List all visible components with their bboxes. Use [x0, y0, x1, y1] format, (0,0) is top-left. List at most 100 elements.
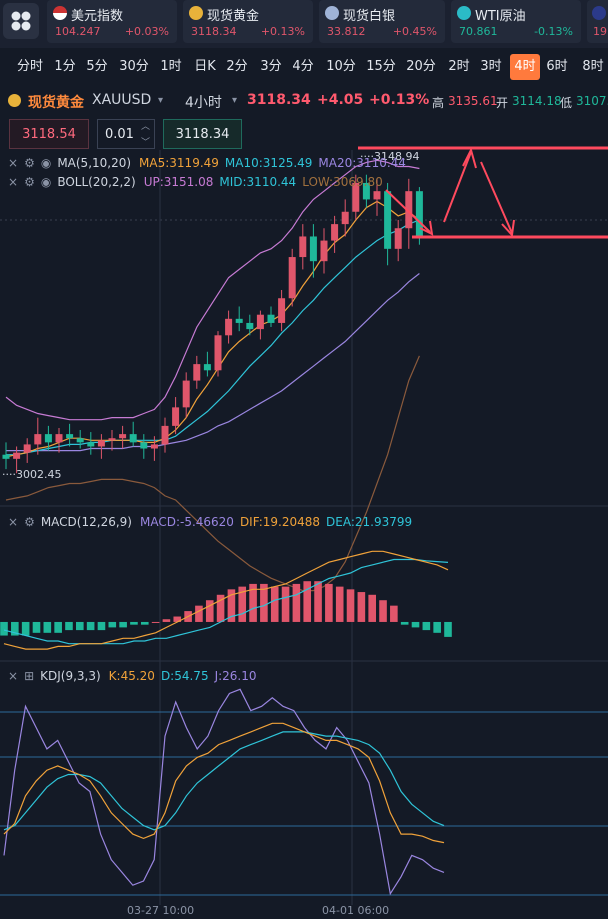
candle-body: [119, 434, 127, 439]
ticker-wti-oil[interactable]: WTI原油 70.861 -0.13%: [451, 0, 581, 43]
candle-body: [182, 380, 190, 408]
ticker-name: 现货白银: [343, 9, 396, 24]
candle-body: [76, 438, 84, 443]
candle-body: [235, 318, 243, 323]
min-price-annotation: ····3002.45: [2, 468, 61, 481]
macd-histogram-bar: [292, 583, 301, 622]
timeframe-3[interactable]: 30分: [119, 59, 149, 74]
sell-price-box[interactable]: 3118.54: [9, 119, 89, 149]
timeframe-16[interactable]: 8时: [582, 59, 604, 74]
candle-body: [320, 240, 328, 262]
symbol-code[interactable]: XAUUSD: [92, 92, 152, 108]
high-value: 3135.61: [448, 94, 498, 108]
ticker-name: 现货黄金: [207, 9, 260, 24]
ma5-line: [5, 200, 420, 458]
macd-histogram-bar: [76, 621, 84, 631]
candle-body: [331, 224, 339, 241]
timeframe-6[interactable]: 2分: [226, 59, 248, 74]
timeframe-8[interactable]: 4分: [292, 59, 314, 74]
close-icon[interactable]: ×: [8, 669, 19, 683]
candle-body: [23, 444, 31, 453]
arrow-down-path: [385, 189, 431, 233]
ticker-partial[interactable]: 19: [587, 0, 608, 43]
ticker-price: 33.812: [327, 25, 366, 38]
arrow-down-path: [480, 161, 513, 234]
stepper-down-icon[interactable]: ﹀: [140, 138, 150, 148]
close-icon[interactable]: ×: [8, 175, 19, 189]
interval-selector[interactable]: 4小时: [185, 95, 222, 111]
eye-icon[interactable]: ◉: [40, 156, 52, 170]
timeframe-9[interactable]: 10分: [326, 59, 356, 74]
timeframe-1[interactable]: 1分: [54, 59, 76, 74]
macd-legend: × ⚙ MACD(12,26,9) MACD:-5.46620 DIF:19.20488…: [8, 515, 418, 529]
timeframe-4[interactable]: 1时: [160, 59, 182, 74]
settings-icon[interactable]: ⚙: [24, 515, 35, 529]
timeframe-2[interactable]: 5分: [86, 59, 108, 74]
boll-upper-line: [5, 159, 420, 421]
macd-histogram-bar: [54, 621, 62, 633]
candle-body: [278, 298, 286, 323]
boll-low-value: LOW:3069.80: [302, 175, 383, 189]
candle-body: [66, 434, 74, 439]
x-axis-label: 04-01 06:00: [322, 904, 389, 917]
stepper-up-icon[interactable]: ︿: [140, 122, 150, 132]
candle-body: [161, 425, 169, 445]
timeframe-bar: 分时 1分 5分 30分 1时 日K 2分 3分 4分 10分 15分 20分 2时 3时 4时 6时 8时: [0, 54, 608, 84]
close-icon[interactable]: ×: [8, 156, 19, 170]
timeframe-12[interactable]: 2时: [448, 59, 470, 74]
expand-icon[interactable]: ⊞: [24, 669, 35, 683]
timeframe-11[interactable]: 20分: [406, 59, 436, 74]
candle-body: [246, 322, 254, 330]
settings-icon[interactable]: ⚙: [24, 156, 35, 170]
ticker-price: 3118.34: [191, 25, 237, 38]
ticker-usd-index[interactable]: 美元指数 104.247 +0.03%: [47, 0, 177, 43]
ticker-spot-gold[interactable]: 现货黄金 3118.34 +0.13%: [183, 0, 313, 43]
ticker-name: WTI原油: [475, 9, 526, 24]
macd-histogram-bar: [140, 621, 149, 625]
ma5-value: MA5:3119.49: [139, 156, 219, 170]
settings-icon[interactable]: ⚙: [24, 175, 35, 189]
low-value: 3107.: [576, 94, 608, 108]
symbol-name[interactable]: 现货黄金: [28, 95, 84, 111]
macd-histogram-bar: [260, 583, 268, 622]
kdj-d-line: [3, 731, 445, 831]
timeframe-5[interactable]: 日K: [194, 59, 216, 74]
timeframe-14[interactable]: 4时: [510, 54, 540, 80]
dif-value: DIF:19.20488: [239, 515, 320, 529]
timeframe-7[interactable]: 3分: [260, 59, 282, 74]
macd-histogram-bar: [390, 605, 398, 622]
timeframe-13[interactable]: 3时: [480, 59, 502, 74]
macd-histogram-bar: [173, 616, 182, 622]
ma-legend: × ⚙ ◉ MA(5,10,20) MA5:3119.49 MA10:3125.49 MA2…: [8, 156, 412, 170]
arrow-head: [419, 220, 434, 236]
lot-size-input[interactable]: 0.01 ︿ ﹀: [97, 119, 155, 149]
close-icon[interactable]: ×: [8, 515, 19, 529]
price-change-pct: +0.13%: [369, 92, 430, 108]
caret-down-icon[interactable]: ▾: [158, 95, 164, 106]
timeframe-0[interactable]: 分时: [16, 59, 43, 74]
macd-histogram-bar: [43, 621, 52, 633]
ticker-spot-silver[interactable]: 现货白银 33.812 +0.45%: [319, 0, 445, 43]
silver-coin-icon: [325, 6, 339, 20]
dea-value: DEA:21.93799: [326, 515, 413, 529]
timeframe-10[interactable]: 15分: [366, 59, 396, 74]
price-change: +4.05: [317, 92, 364, 108]
candle-body: [140, 442, 148, 449]
macd-histogram-bar: [97, 621, 106, 631]
lot-size-value: 0.01: [105, 127, 134, 142]
macd-histogram-bar: [270, 586, 279, 622]
macd-histogram-bar: [0, 621, 8, 636]
eye-icon[interactable]: ◉: [40, 175, 52, 189]
kdj-k-line: [3, 722, 445, 844]
last-price: 3118.34: [247, 92, 311, 108]
kdj-legend: × ⊞ KDJ(9,3,3) K:45.20 D:54.75 J:26.10: [8, 669, 263, 683]
k-value: K:45.20: [108, 669, 155, 683]
macd-histogram-bar: [151, 621, 160, 623]
caret-down-icon[interactable]: ▾: [232, 95, 238, 106]
buy-price-box[interactable]: 3118.34: [163, 119, 242, 149]
apps-menu-button[interactable]: [3, 3, 39, 39]
arrow-head: [501, 219, 515, 238]
ticker-change: -0.13%: [534, 25, 573, 38]
timeframe-15[interactable]: 6时: [546, 59, 568, 74]
